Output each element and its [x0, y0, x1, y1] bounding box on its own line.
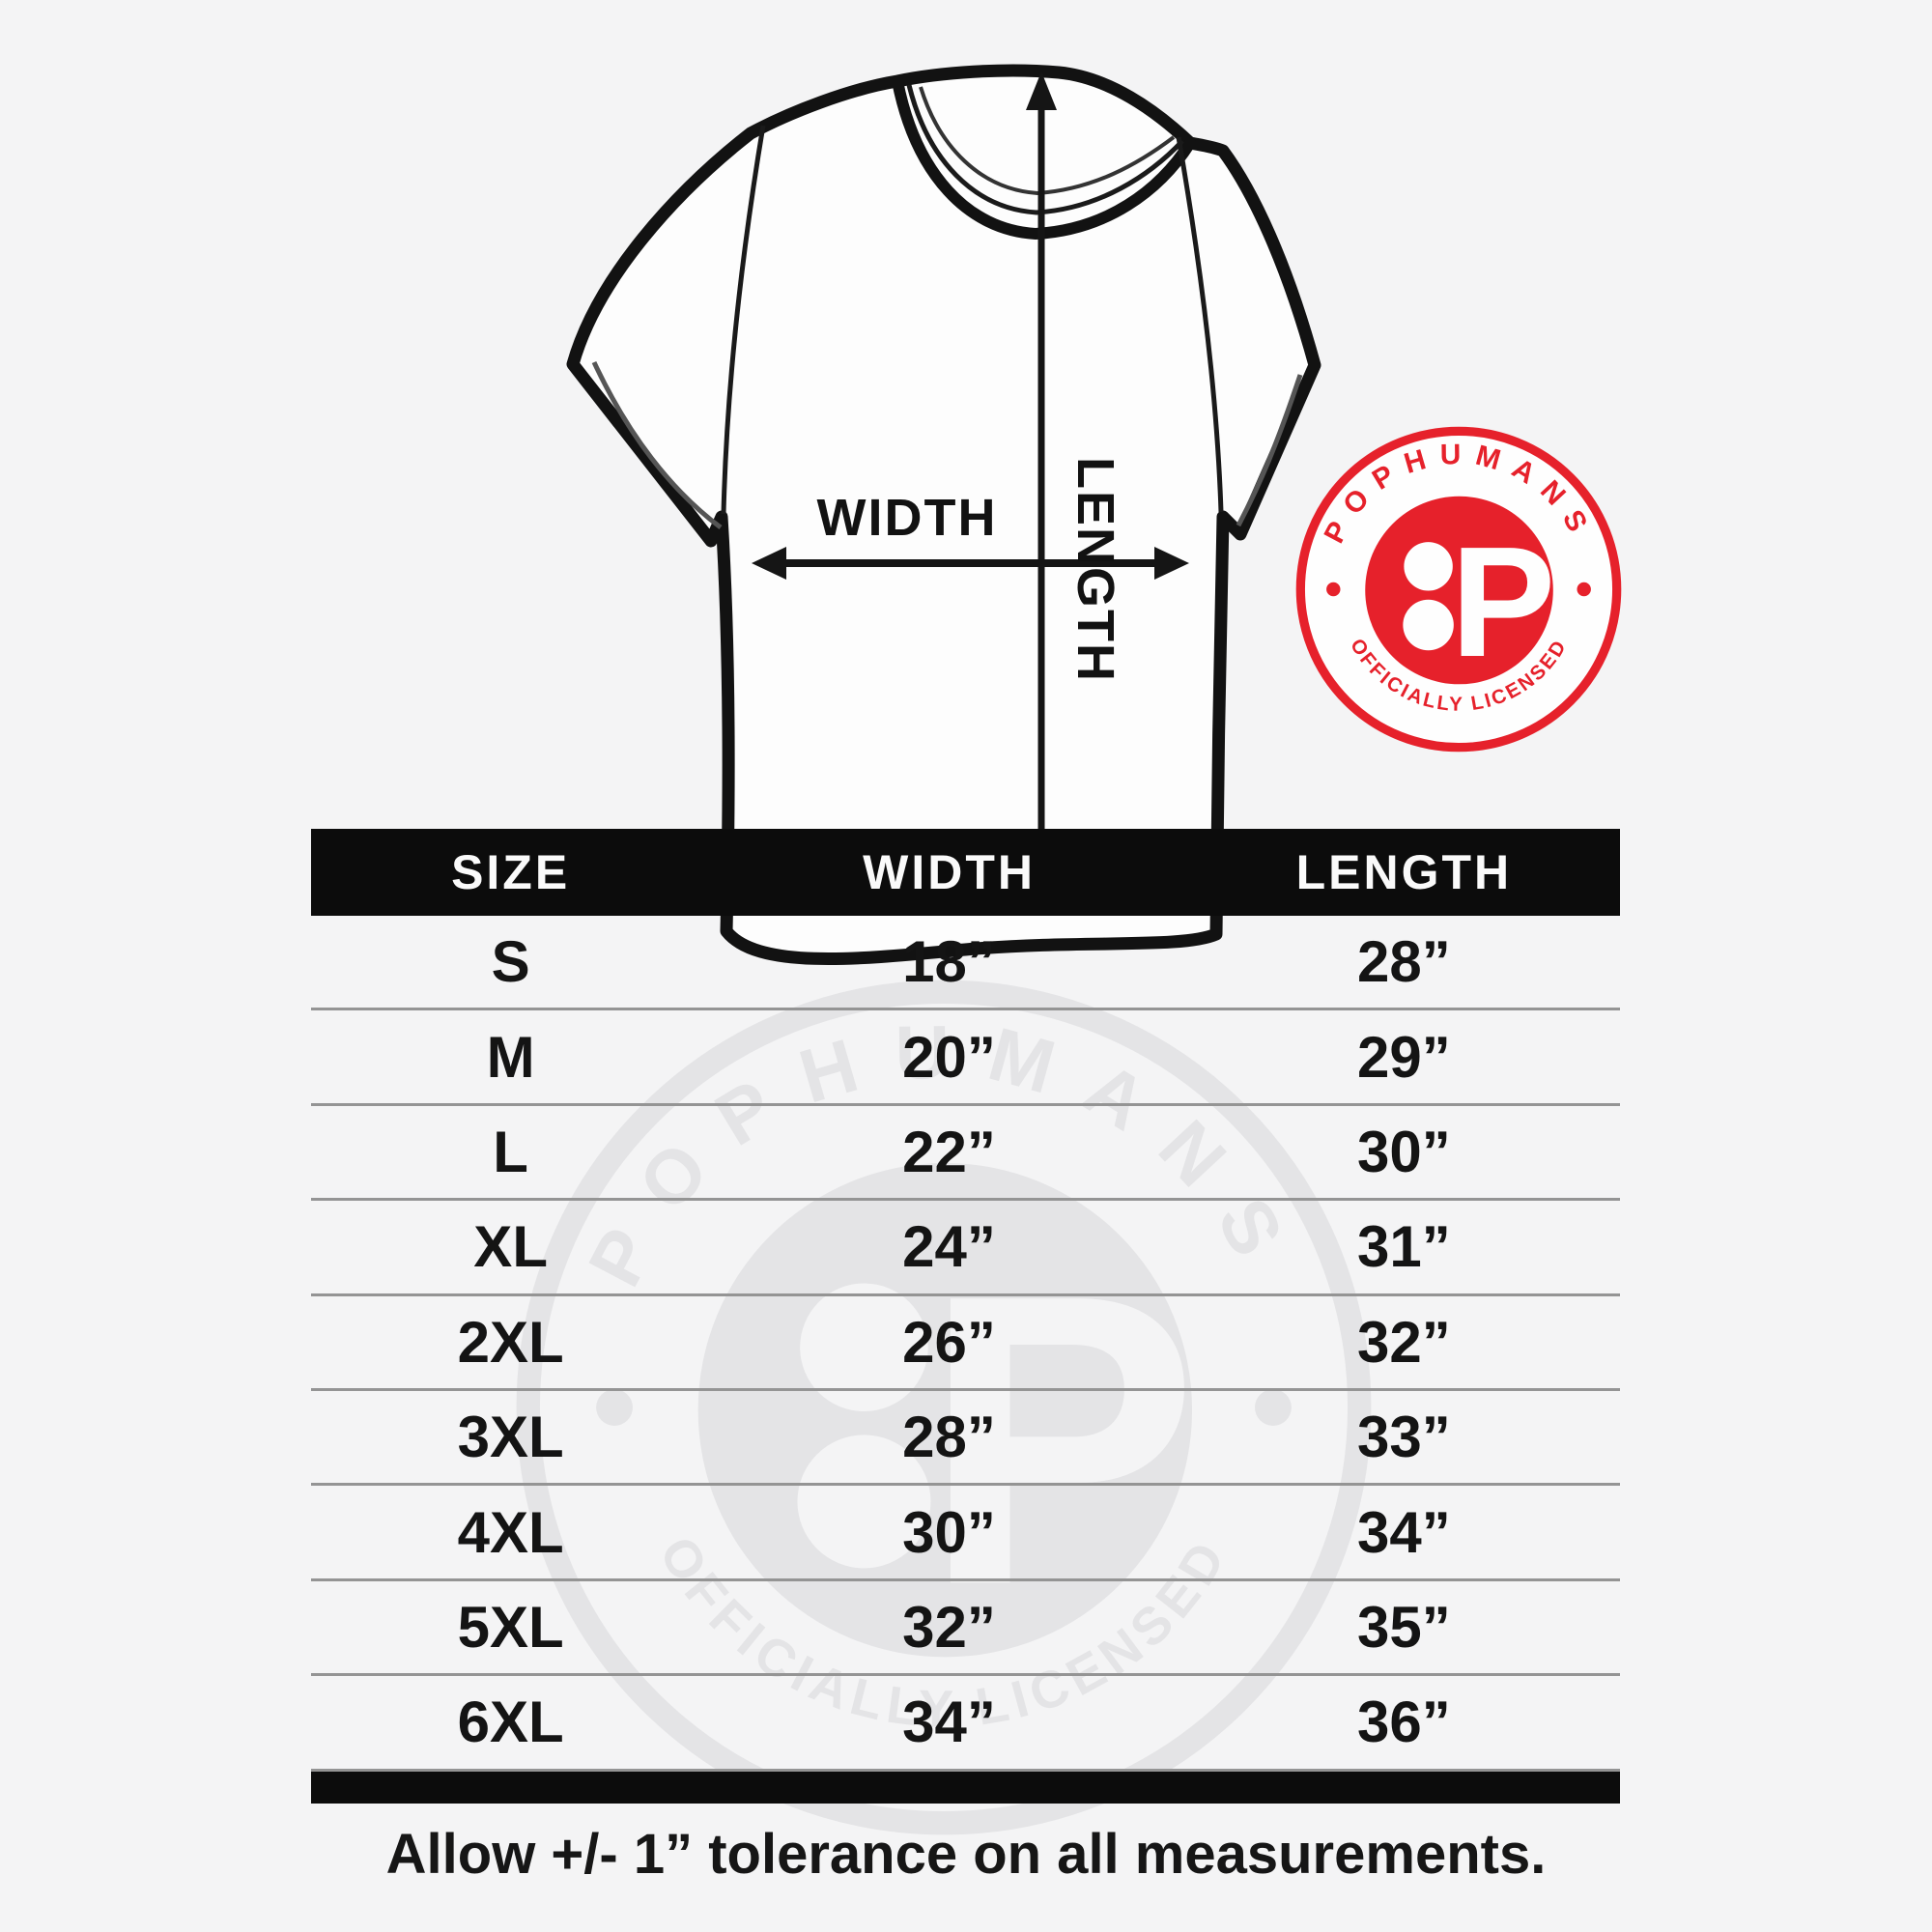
width-cell: 30” — [902, 1499, 996, 1565]
table-row: M 20” 29” — [311, 1010, 1620, 1106]
table-row: L 22” 30” — [311, 1106, 1620, 1202]
length-label: LENGTH — [1066, 457, 1124, 683]
table-row: S 18” 28” — [311, 916, 1620, 1011]
size-cell: 6XL — [457, 1690, 564, 1755]
left-cuff-stitch — [591, 360, 723, 530]
table-header-row: SIZE WIDTH LENGTH — [311, 829, 1620, 916]
width-cell: 32” — [902, 1594, 996, 1660]
tolerance-note: Allow +/- 1” tolerance on all measuremen… — [385, 1823, 1547, 1886]
width-cell: 24” — [902, 1214, 996, 1280]
width-cell: 28” — [902, 1405, 996, 1470]
right-sleeve-seam — [1176, 136, 1224, 513]
header-size: SIZE — [451, 845, 571, 899]
width-label: WIDTH — [817, 489, 998, 547]
pophumans-licensed-badge — [1290, 420, 1628, 758]
table-bottom-bar — [311, 1771, 1620, 1804]
collar-rib-line-2 — [919, 86, 1176, 196]
size-cell: XL — [473, 1214, 548, 1280]
size-cell: 4XL — [457, 1499, 564, 1565]
width-cell: 34” — [902, 1690, 996, 1755]
header-length: LENGTH — [1295, 845, 1513, 899]
size-chart-table: SIZE WIDTH LENGTH S 18” 28” M 20” 29” L … — [311, 829, 1620, 1804]
length-cell: 33” — [1357, 1405, 1451, 1470]
size-cell: S — [491, 929, 530, 995]
width-cell: 18” — [902, 929, 996, 995]
length-cell: 32” — [1357, 1309, 1451, 1375]
table-row: 3XL 28” 33” — [311, 1391, 1620, 1487]
width-arrowhead-left — [752, 547, 786, 580]
length-cell: 28” — [1357, 929, 1451, 995]
table-row: 4XL 30” 34” — [311, 1486, 1620, 1581]
table-row: 2XL 26” 32” — [311, 1296, 1620, 1391]
size-cell: L — [493, 1119, 528, 1184]
length-cell: 30” — [1357, 1119, 1451, 1184]
collar-outline — [892, 75, 1196, 241]
right-cuff-stitch — [1236, 374, 1303, 527]
length-cell: 31” — [1357, 1214, 1451, 1280]
length-arrowhead-top — [1026, 71, 1057, 110]
table-row: 5XL 32” 35” — [311, 1581, 1620, 1677]
width-arrowhead-right — [1154, 547, 1189, 580]
width-cell: 20” — [902, 1024, 996, 1090]
size-cell: 3XL — [457, 1405, 564, 1470]
size-cell: 5XL — [457, 1594, 564, 1660]
length-cell: 35” — [1357, 1594, 1451, 1660]
length-cell: 36” — [1357, 1690, 1451, 1755]
length-cell: 34” — [1357, 1499, 1451, 1565]
header-width: WIDTH — [863, 845, 1036, 899]
size-cell: M — [486, 1024, 535, 1090]
length-cell: 29” — [1357, 1024, 1451, 1090]
collar-rib-line-1 — [906, 84, 1184, 215]
table-row: XL 24” 31” — [311, 1201, 1620, 1296]
left-sleeve-seam — [721, 125, 766, 515]
width-cell: 26” — [902, 1309, 996, 1375]
table-row: 6XL 34” 36” — [311, 1676, 1620, 1772]
size-cell: 2XL — [457, 1309, 564, 1375]
width-cell: 22” — [902, 1119, 996, 1184]
